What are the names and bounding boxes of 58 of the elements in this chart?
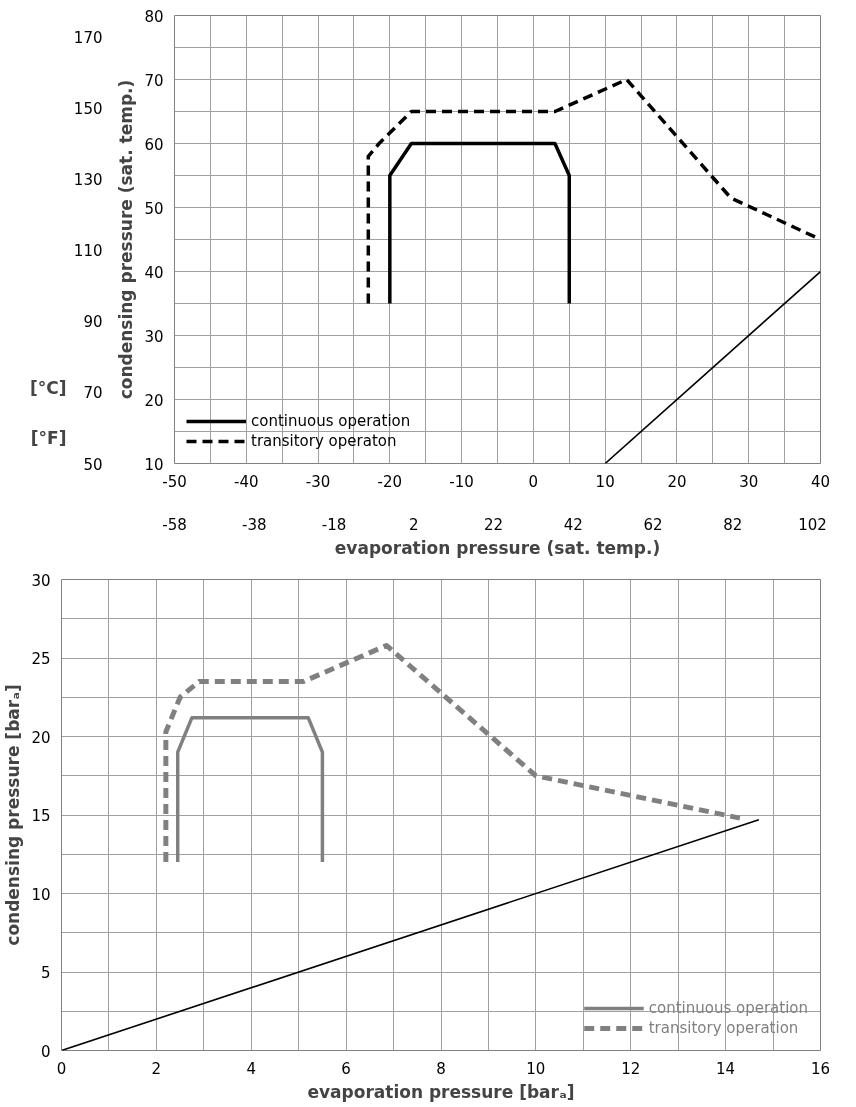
legend-label: continuous operation <box>251 412 411 430</box>
x-tick-label: 14 <box>716 1059 736 1078</box>
y-tick-label: 10 <box>31 885 51 904</box>
y-tick-label: 0 <box>40 1042 51 1061</box>
y-tick-label: 30 <box>144 327 164 346</box>
x-tick-label: 16 <box>810 1059 831 1078</box>
x-tick-label: 4 <box>246 1059 257 1078</box>
y-tick-label: 50 <box>144 199 164 218</box>
y-tick-label: 30 <box>31 571 51 590</box>
x2-tick-label: 82 <box>723 515 743 534</box>
x2-tick-label: 102 <box>798 515 827 534</box>
x-tick-label: 0 <box>56 1059 67 1078</box>
y-axis-title: condensing pressure (sat. temp.) <box>116 79 137 400</box>
x2-tick-label: 62 <box>643 515 663 534</box>
x2-tick-label: -58 <box>162 515 187 534</box>
x-tick-label: 12 <box>621 1059 641 1078</box>
y2-tick-label: 110 <box>73 242 103 261</box>
y-tick-label: 15 <box>31 807 51 825</box>
x-tick-label: 10 <box>595 472 615 491</box>
x-tick-label: -30 <box>305 472 331 491</box>
x2-tick-label: 22 <box>483 515 504 534</box>
y-tick-label: 80 <box>144 7 164 26</box>
y2-tick-label: 150 <box>73 99 103 118</box>
y-tick-label: 40 <box>144 263 164 282</box>
x-tick-label: 20 <box>667 472 687 491</box>
x-tick-label: 6 <box>341 1059 351 1078</box>
x2-tick-label: 42 <box>563 515 583 534</box>
x-tick-label: 10 <box>526 1059 546 1078</box>
x-axis-title: evaporation pressure (sat. temp.) <box>334 537 661 558</box>
x2-tick-label: 2 <box>408 515 419 534</box>
y2-tick-label: 90 <box>83 313 103 332</box>
text: [°C] <box>29 377 67 398</box>
x-tick-label: 30 <box>739 472 759 491</box>
x2-tick-label: -38 <box>242 515 267 534</box>
y-tick-label: 25 <box>31 650 51 668</box>
y2-tick-label: 170 <box>73 28 103 47</box>
x2-tick-label: -18 <box>321 515 347 534</box>
x-tick-label: 2 <box>151 1059 162 1078</box>
y-tick-label: 20 <box>31 728 51 747</box>
y-tick-label: 5 <box>40 964 51 982</box>
y2-tick-label: 50 <box>83 455 103 474</box>
y-tick-label: 70 <box>144 71 164 90</box>
x-tick-label: -10 <box>449 472 474 491</box>
x-axis-title: evaporation pressure [barₐ] <box>307 1081 575 1102</box>
y-tick-label: 60 <box>144 135 164 154</box>
y2-tick-label: 70 <box>83 384 103 403</box>
x-tick-label: 40 <box>810 472 831 491</box>
x-tick-label: -40 <box>234 472 259 491</box>
x-tick-label: -20 <box>377 472 403 491</box>
y-tick-label: 20 <box>144 391 164 410</box>
text: [°F] <box>30 427 67 448</box>
y-tick-label: 10 <box>144 455 164 474</box>
x-tick-label: -50 <box>162 472 187 491</box>
x-tick-label: 0 <box>528 472 539 491</box>
legend-label: transitory operaton <box>251 432 397 450</box>
y2-tick-label: 130 <box>73 171 103 190</box>
y-axis-title: condensing pressure [barₐ] <box>3 684 24 946</box>
x-tick-label: 8 <box>436 1059 446 1078</box>
